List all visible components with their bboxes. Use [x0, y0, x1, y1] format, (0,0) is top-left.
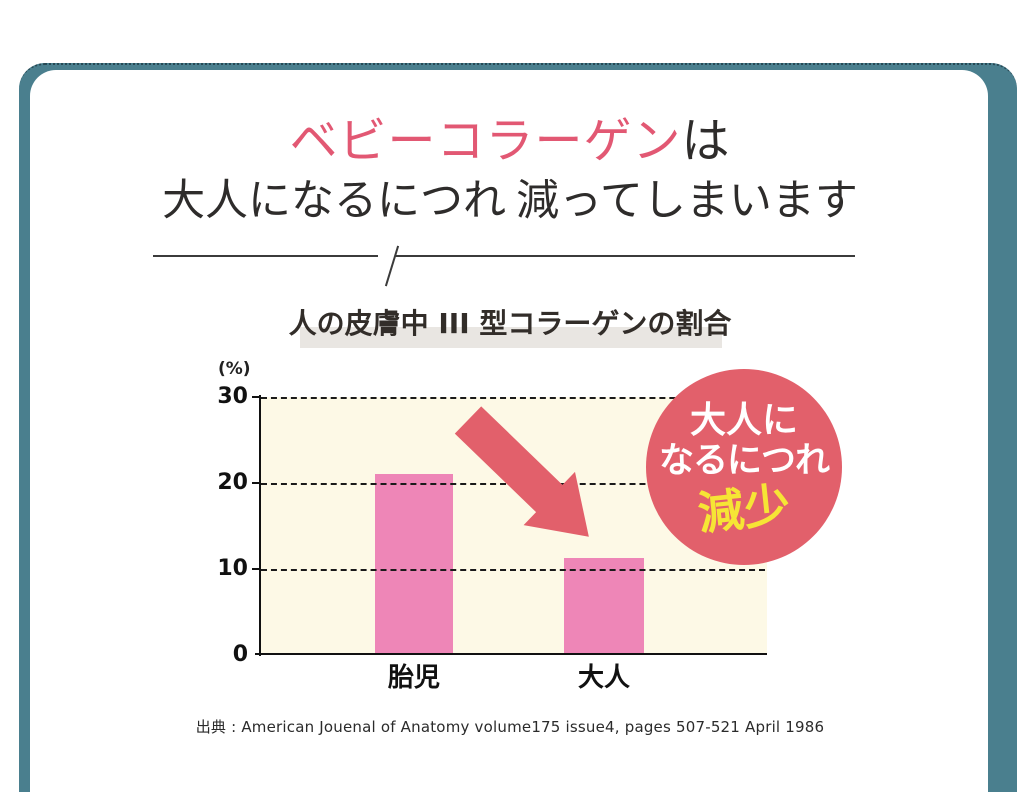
source-citation: 出典 : American Jouenal of Anatomy volume1… — [195, 718, 825, 736]
y-tick-0: 0 — [232, 642, 248, 667]
decline-badge: 大人に なるにつれ 減少 — [646, 369, 842, 565]
x-label-fetus: 胎児 — [387, 663, 440, 693]
y-tickmark-30 — [252, 396, 261, 398]
y-tick-30: 30 — [217, 384, 248, 409]
headline-line2-part1: 大人になるにつれ — [162, 176, 507, 226]
badge-line2: なるにつれ — [658, 441, 830, 482]
badge-line1: 大人に — [689, 399, 798, 441]
gridline-30 — [261, 397, 765, 399]
x-axis-line — [255, 653, 767, 655]
headline-rest: は — [681, 113, 731, 169]
decline-arrow-icon — [454, 406, 589, 537]
chart-title: 人の皮膚中 III 型コラーゲンの割合 — [288, 307, 732, 340]
x-label-adult: 大人 — [577, 663, 630, 693]
headline-accent: ベビーコラーゲン — [289, 113, 682, 169]
headline-line2: 大人になるにつれ 減ってしまいます — [0, 180, 1020, 223]
divider-left — [153, 255, 378, 257]
headline-line1: ベビーコラーゲンは — [0, 117, 1020, 165]
gridline-10 — [261, 569, 765, 571]
bar-adult — [564, 558, 644, 655]
badge-line3: 減少 — [695, 476, 793, 541]
y-tick-10: 10 — [217, 556, 248, 581]
divider-right — [395, 255, 855, 257]
bar-fetus — [375, 474, 453, 655]
headline-line2-part2: 減ってしまいます — [516, 176, 858, 226]
y-tick-20: 20 — [217, 470, 248, 495]
y-axis-line — [259, 395, 261, 656]
y-tickmark-20 — [252, 482, 261, 484]
y-tickmark-10 — [252, 568, 261, 570]
chart-title-highlight — [300, 327, 722, 348]
y-axis-unit-label: (%) — [218, 359, 251, 379]
